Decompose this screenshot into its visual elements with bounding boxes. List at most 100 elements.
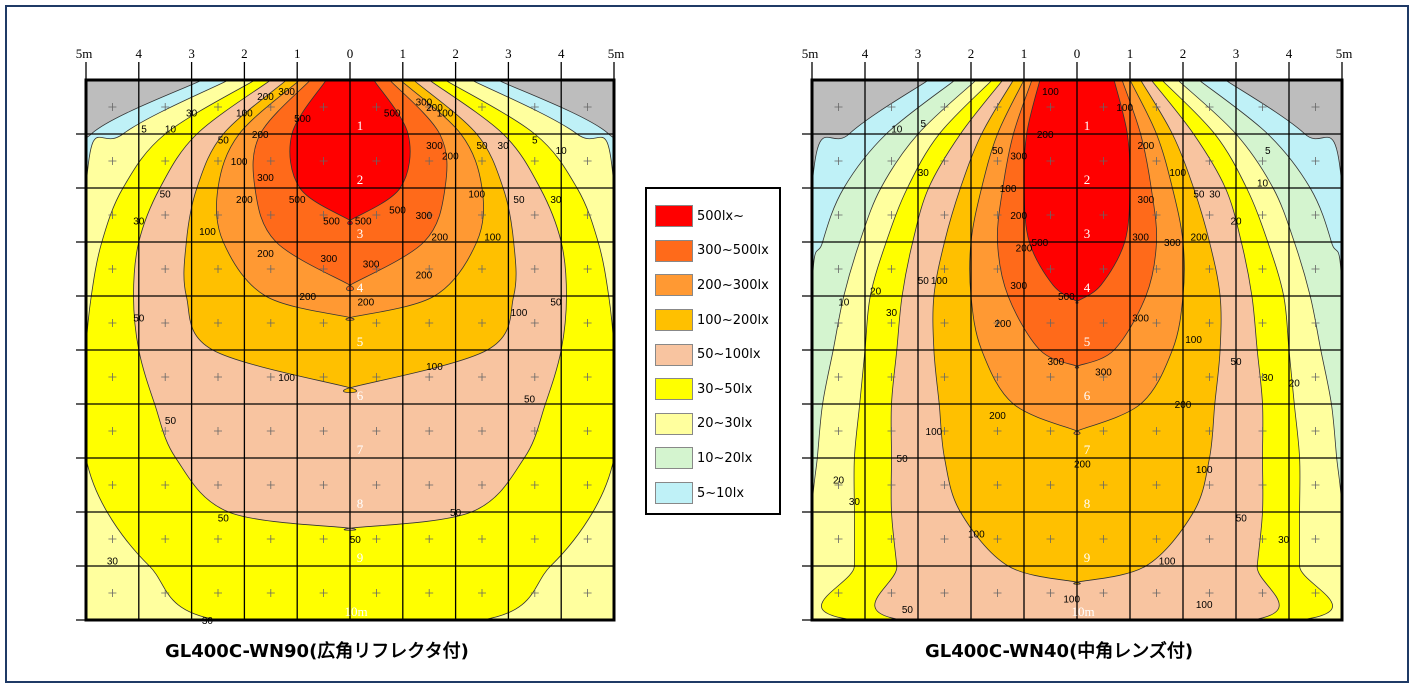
y-tick-label: 9	[1084, 550, 1091, 565]
plus-mark	[1152, 373, 1161, 381]
heatmap-2: 1001002002003003005030551010203050100100…	[802, 46, 1353, 622]
contour-label: 300	[278, 87, 295, 98]
contour-label: 30	[918, 168, 930, 179]
plus-mark	[425, 103, 434, 111]
y-tick-label: 5	[357, 334, 364, 349]
contour-label: 30	[107, 557, 119, 568]
contour-label: 300	[1164, 238, 1181, 249]
x-tick-label: 4	[136, 46, 143, 61]
plus-mark	[1099, 373, 1108, 381]
x-tick-label: 2	[1180, 46, 1187, 61]
y-tick-label: 3	[357, 226, 364, 241]
y-tick-label: 5	[1084, 334, 1091, 349]
contour-label: 200	[257, 92, 274, 103]
contour-label: 50	[1193, 189, 1205, 200]
plus-mark	[1311, 481, 1320, 489]
plot-border	[84, 78, 616, 622]
plus-mark	[161, 535, 170, 543]
plus-mark	[372, 427, 381, 435]
contour-label: 10	[838, 297, 850, 308]
plus-mark	[1258, 157, 1267, 165]
contour-label: 500	[389, 206, 406, 217]
contour-label: 30	[550, 195, 562, 206]
plus-mark	[425, 157, 434, 165]
plus-mark	[530, 481, 539, 489]
plus-mark	[1258, 373, 1267, 381]
plus-mark	[993, 265, 1002, 273]
plus-mark	[887, 481, 896, 489]
contour-label: 500	[323, 216, 340, 227]
plus-mark	[214, 535, 222, 543]
plus-mark	[1099, 157, 1108, 165]
plus-mark	[1099, 481, 1108, 489]
plus-mark	[425, 589, 434, 597]
contour-label: 30	[202, 616, 214, 627]
x-tick-label: 5m	[1336, 46, 1353, 61]
plus-mark	[583, 481, 592, 489]
contour-label: 100	[1196, 465, 1213, 476]
plus-mark	[887, 103, 896, 111]
x-tick-label: 2	[241, 46, 248, 61]
plus-mark	[834, 535, 843, 543]
contour-label: 300	[426, 141, 443, 152]
chart-1-caption: GL400C-WN90(広角リフレクタ付)	[165, 641, 469, 662]
plus-mark	[940, 157, 949, 165]
contour-label: 300	[363, 260, 380, 271]
contour-label: 100	[511, 308, 528, 319]
plus-mark	[319, 481, 328, 489]
contour-label: 200	[989, 411, 1006, 422]
plus-mark	[266, 157, 275, 165]
legend-swatch	[655, 447, 693, 470]
plus-mark	[1311, 211, 1320, 219]
plus-mark	[425, 481, 434, 489]
plus-mark	[1152, 481, 1161, 489]
plus-mark	[530, 319, 539, 327]
plus-mark	[834, 103, 843, 111]
y-tick-label: 2	[357, 172, 364, 187]
plus-mark	[993, 211, 1002, 219]
plus-mark	[834, 265, 843, 273]
contour-label: 100	[278, 373, 295, 384]
x-tick-label: 2	[452, 46, 459, 61]
y-tick-label: 10m	[344, 604, 367, 619]
plus-mark	[1099, 103, 1108, 111]
plus-mark	[993, 481, 1002, 489]
plot-border	[810, 78, 1344, 622]
plus-mark	[1099, 427, 1108, 435]
plus-mark	[993, 427, 1002, 435]
x-tick-label: 4	[1286, 46, 1293, 61]
plus-mark	[478, 157, 486, 165]
contour-label: 200	[1016, 243, 1033, 254]
x-tick-label: 3	[1233, 46, 1240, 61]
contour-label: 30	[1209, 189, 1221, 200]
y-tick-label: 6	[1084, 388, 1091, 403]
legend-item: 300~500lx	[655, 234, 771, 269]
legend-item: 500lx~	[655, 199, 771, 234]
plus-mark	[1311, 157, 1320, 165]
x-tick-label: 1	[294, 46, 301, 61]
contour-label: 300	[416, 98, 433, 109]
plus-mark	[1258, 103, 1267, 111]
contour-label: 20	[833, 476, 845, 487]
plus-mark	[266, 265, 275, 273]
plus-mark	[266, 103, 275, 111]
plus-mark	[1046, 265, 1055, 273]
plus-mark	[940, 373, 949, 381]
contour-label: 50	[218, 513, 230, 524]
plus-mark	[530, 427, 539, 435]
contour-label: 100	[231, 157, 248, 168]
contour-label: 300	[321, 254, 338, 265]
contour-label: 300	[1132, 233, 1149, 244]
plus-mark	[940, 319, 949, 327]
plus-mark	[940, 589, 949, 597]
x-tick-label: 0	[347, 46, 354, 61]
contour-label: 200	[1175, 400, 1192, 411]
plus-mark	[108, 211, 117, 219]
plus-mark	[1046, 319, 1055, 327]
plus-mark	[266, 589, 275, 597]
legend-swatch	[655, 274, 693, 297]
plus-mark	[1046, 103, 1055, 111]
plus-mark	[425, 211, 434, 219]
legend-item: 200~300lx	[655, 268, 771, 303]
contour-label: 200	[252, 130, 269, 141]
